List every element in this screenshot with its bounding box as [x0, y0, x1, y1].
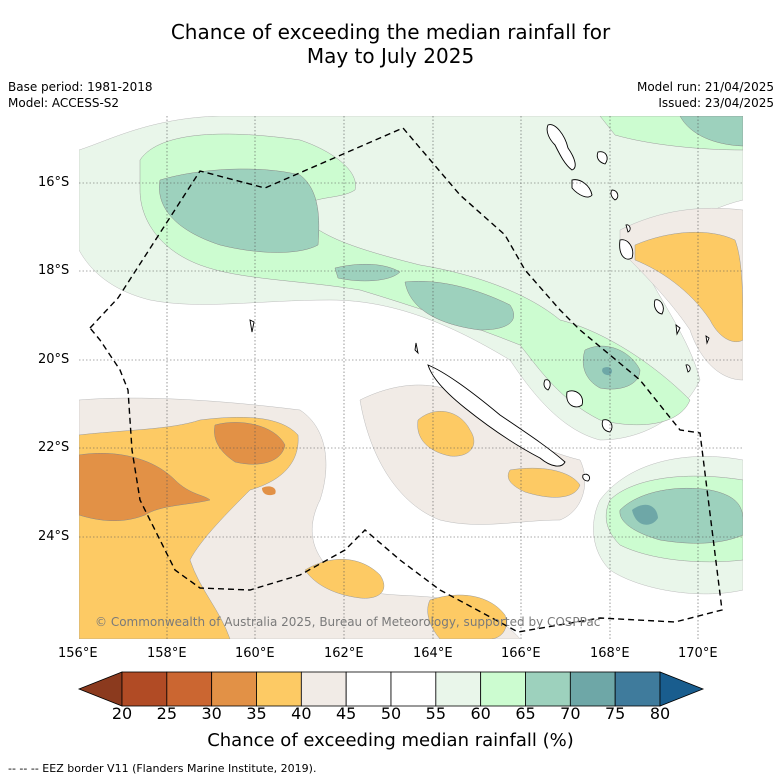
copyright-note: © Commonwealth of Australia 2025, Bureau… [95, 615, 600, 629]
colorbar-tick-label: 25 [147, 704, 187, 723]
colorbar-tick-label: 60 [461, 704, 501, 723]
colorbar-tick-label: 55 [416, 704, 456, 723]
lon-label-160e: 160°E [235, 646, 275, 661]
colorbar-title: Chance of exceeding median rainfall (%) [0, 730, 781, 751]
eez-footnote: -- -- -- EEZ border V11 (Flanders Marine… [8, 762, 316, 775]
lat-label-24s: 24°S [38, 529, 69, 544]
colorbar-tick-label: 80 [640, 704, 680, 723]
colorbar-tick-label: 65 [506, 704, 546, 723]
colorbar-tick-label: 35 [237, 704, 277, 723]
colorbar-cell [212, 672, 257, 706]
lat-label-20s: 20°S [38, 352, 69, 367]
colorbar-cell [481, 672, 526, 706]
colorbar [79, 672, 703, 706]
colorbar-cell [301, 672, 346, 706]
lat-label-18s: 18°S [38, 263, 69, 278]
colorbar-cell [615, 672, 660, 706]
lat-label-22s: 22°S [38, 440, 69, 455]
colorbar-cell [526, 672, 571, 706]
lon-label-168e: 168°E [590, 646, 630, 661]
lon-label-164e: 164°E [413, 646, 453, 661]
colorbar-cell [122, 672, 167, 706]
colorbar-cell [570, 672, 615, 706]
colorbar-min-arrow [79, 672, 122, 706]
colorbar-cell [346, 672, 391, 706]
lat-label-16s: 16°S [38, 175, 69, 190]
lon-label-170e: 170°E [678, 646, 718, 661]
colorbar-max-arrow [660, 672, 703, 706]
lon-label-166e: 166°E [501, 646, 541, 661]
lon-label-158e: 158°E [147, 646, 187, 661]
colorbar-cell [257, 672, 302, 706]
rainfall-probability-field [79, 116, 743, 639]
colorbar-cell [391, 672, 436, 706]
lon-label-156e: 156°E [58, 646, 98, 661]
colorbar-tick-label: 45 [326, 704, 366, 723]
colorbar-cell [167, 672, 212, 706]
colorbar-tick-label: 75 [595, 704, 635, 723]
map-figure [0, 0, 781, 781]
colorbar-tick-label: 50 [371, 704, 411, 723]
colorbar-tick-label: 40 [281, 704, 321, 723]
colorbar-tick-label: 20 [102, 704, 142, 723]
colorbar-tick-label: 30 [192, 704, 232, 723]
lon-label-162e: 162°E [324, 646, 364, 661]
colorbar-cell [436, 672, 481, 706]
colorbar-tick-label: 70 [550, 704, 590, 723]
